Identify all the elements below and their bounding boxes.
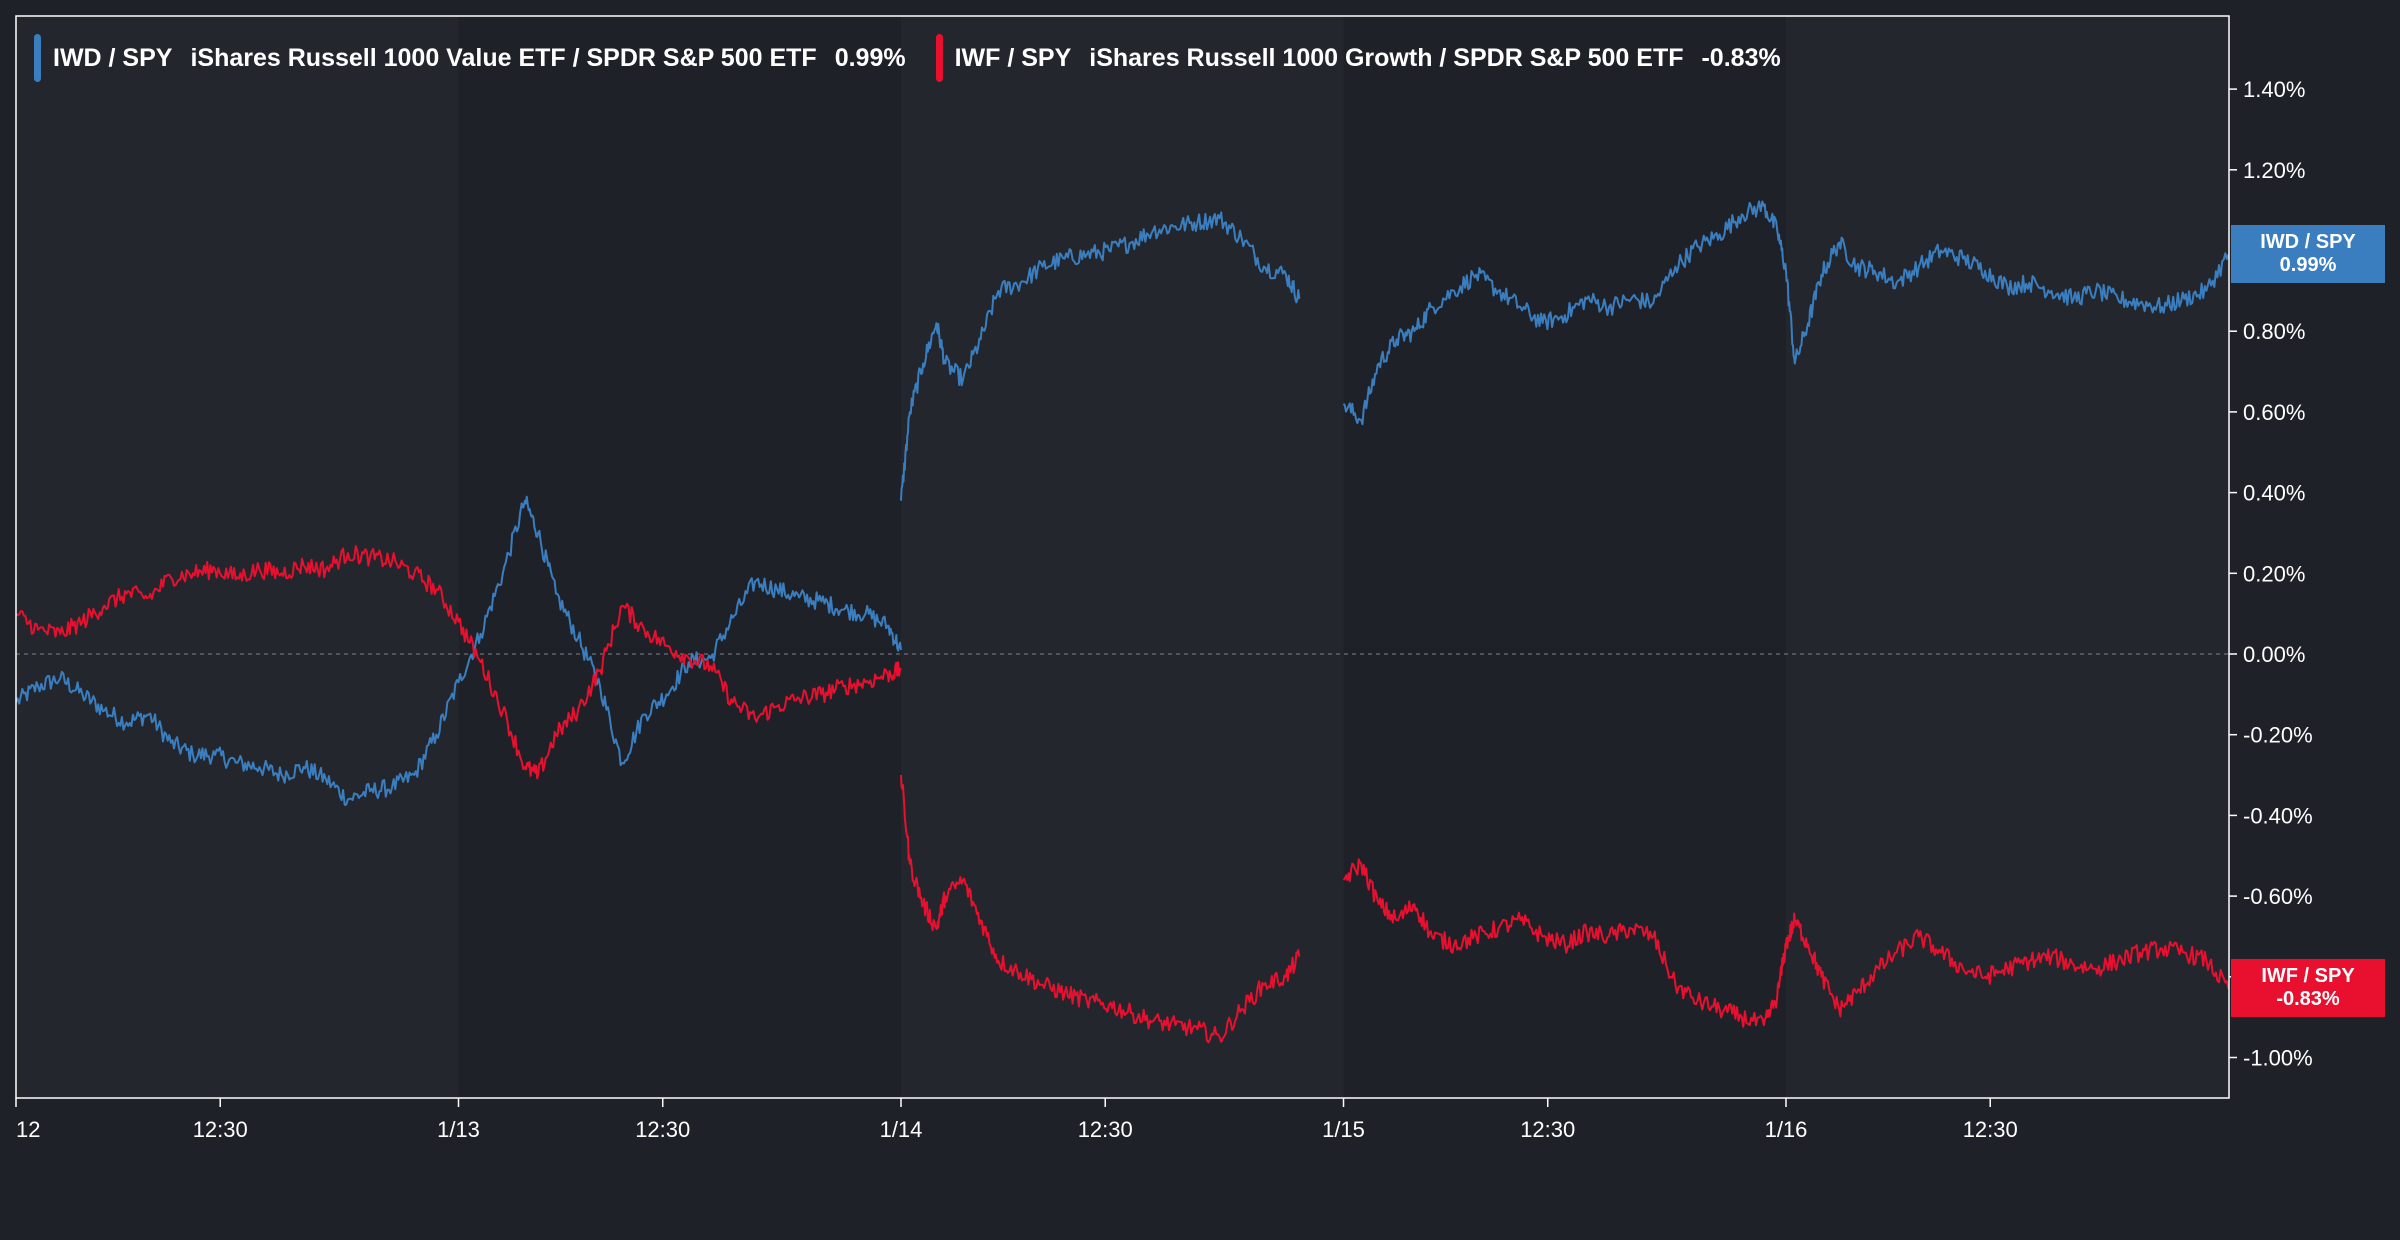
series-line-1-segment-0	[15, 545, 902, 780]
legend-value-iwf: -0.83%	[1701, 43, 1781, 72]
end-label-iwd: IWD / SPY 0.99%	[2231, 224, 2385, 283]
end-label-iwd-name: IWD / SPY	[2260, 230, 2356, 253]
legend-item-iwf[interactable]: IWF / SPY iShares Russell 1000 Growth / …	[935, 34, 1781, 82]
legend-item-iwd[interactable]: IWD / SPY iShares Russell 1000 Value ETF…	[34, 34, 906, 82]
end-label-iwf-value: -0.83%	[2276, 987, 2340, 1010]
y-tick-label-3: -0.40%	[2243, 803, 2313, 828]
legend-description-iwd: iShares Russell 1000 Value ETF / SPDR S&…	[190, 43, 817, 72]
legend-swatch-iwf	[935, 34, 943, 82]
series-line-0-segment-0	[15, 495, 902, 806]
y-tick-label-6: 0.20%	[2243, 561, 2305, 586]
legend: IWD / SPY iShares Russell 1000 Value ETF…	[34, 34, 1811, 82]
x-tick-label-7: 12:30	[1520, 1117, 1575, 1142]
y-tick-label-7: 0.40%	[2243, 481, 2305, 506]
plot-border	[15, 15, 2230, 1099]
series-line-0-segment-1	[900, 211, 1301, 501]
series-line-1-segment-1	[900, 774, 1301, 1044]
y-tick-label-9: 0.80%	[2243, 319, 2305, 344]
day-band-0	[16, 16, 459, 1098]
day-shading	[16, 16, 2229, 1098]
end-label-iwd-value: 0.99%	[2279, 253, 2337, 276]
legend-value-iwd: 0.99%	[834, 43, 906, 72]
x-tick-label-3: 12:30	[635, 1117, 690, 1142]
legend-symbol-iwf: IWF / SPY	[954, 43, 1072, 72]
y-tick-label-8: 0.60%	[2243, 400, 2305, 425]
legend-swatch-iwd	[34, 34, 41, 82]
legend-symbol-iwd: IWD / SPY	[53, 43, 173, 72]
x-tick-label-5: 12:30	[1078, 1117, 1133, 1142]
legend-description-iwf: iShares Russell 1000 Growth / SPDR S&P 5…	[1089, 43, 1684, 72]
x-tick-label-1: 12:30	[193, 1117, 248, 1142]
end-label-iwf-name: IWF / SPY	[2261, 964, 2355, 987]
series-lines	[15, 200, 2230, 1044]
x-tick-label-2: 1/13	[437, 1117, 480, 1142]
series-line-1-segment-2	[1342, 858, 2230, 1028]
x-tick-label-6: 1/15	[1322, 1117, 1365, 1142]
x-tick-label-9: 12:30	[1963, 1117, 2018, 1142]
end-label-iwf: IWF / SPY -0.83%	[2231, 958, 2385, 1017]
y-tick-label-4: -0.20%	[2243, 723, 2313, 748]
x-tick-label-4: 1/14	[880, 1117, 923, 1142]
x-tick-label-8: 1/16	[1765, 1117, 1808, 1142]
y-tick-label-0: -1.00%	[2243, 1046, 2313, 1071]
y-tick-label-10: 1.20%	[2243, 158, 2305, 183]
day-band-2	[901, 16, 1344, 1098]
day-band-4	[1786, 16, 2229, 1098]
x-tick-label-0: 12	[16, 1117, 40, 1142]
y-tick-label-5: 0.00%	[2243, 642, 2305, 667]
y-tick-label-2: -0.60%	[2243, 884, 2313, 909]
x-axis: 12 12:30 1/13 12:30 1/14 12:30 1/15 12:30 1/16 12…	[15, 1098, 2018, 1142]
y-tick-label-11: 1.40%	[2243, 77, 2305, 102]
series-line-0-segment-2	[1342, 200, 2230, 426]
